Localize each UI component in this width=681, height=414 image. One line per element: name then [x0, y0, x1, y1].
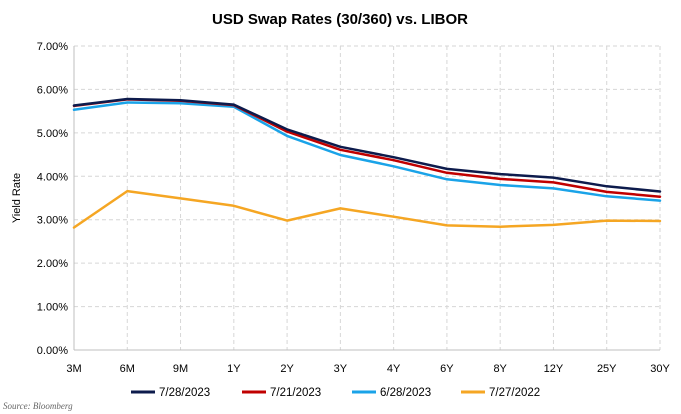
legend-label: 6/28/2023 [380, 387, 431, 399]
x-tick-label: 4Y [387, 363, 401, 375]
x-tick-label: 9M [173, 363, 188, 375]
legend-label: 7/21/2023 [270, 387, 321, 399]
source-note: Source: Bloomberg [3, 401, 73, 411]
x-tick-label: 2Y [280, 363, 294, 375]
y-tick-label: 2.00% [37, 258, 68, 270]
grid-lines [74, 45, 661, 350]
chart-title: USD Swap Rates (30/360) vs. LIBOR [212, 11, 468, 28]
series-line [72, 189, 662, 229]
legend-label: 7/27/2022 [489, 387, 540, 399]
y-tick-label: 4.00% [37, 171, 68, 183]
y-tick-label: 7.00% [37, 41, 68, 53]
y-tick-label: 0.00% [37, 345, 68, 357]
y-axis-label: Yield Rate [11, 173, 23, 223]
y-tick-label: 3.00% [37, 215, 68, 227]
x-tick-label: 3M [66, 363, 81, 375]
x-tick-label: 30Y [650, 363, 670, 375]
axes [73, 46, 660, 351]
y-tick-label: 6.00% [37, 84, 68, 96]
x-tick-label: 25Y [597, 363, 617, 375]
y-tick-labels: 0.00% 1.00% 2.00% 3.00% 4.00% 5.00% 6.00% 7.00% [37, 41, 68, 357]
y-tick-label: 5.00% [37, 128, 68, 140]
x-tick-label: 8Y [493, 363, 507, 375]
x-tick-label: 6M [120, 363, 135, 375]
x-tick-label: 1Y [227, 363, 241, 375]
x-tick-label: 3Y [334, 363, 348, 375]
x-tick-labels: 3M 6M 9M 1Y 2Y 3Y 4Y 6Y 8Y 12Y 25Y 30Y [66, 363, 670, 375]
series-line [72, 98, 662, 198]
x-tick-label: 12Y [544, 363, 564, 375]
y-tick-label: 1.00% [37, 302, 68, 314]
legend-label: 7/28/2023 [159, 387, 210, 399]
series-lines [72, 97, 662, 229]
x-tick-label: 6Y [440, 363, 454, 375]
series-line [72, 97, 662, 193]
legend: 7/28/2023 7/21/2023 6/28/2023 7/27/2022 [131, 387, 540, 399]
series-line [72, 101, 662, 202]
